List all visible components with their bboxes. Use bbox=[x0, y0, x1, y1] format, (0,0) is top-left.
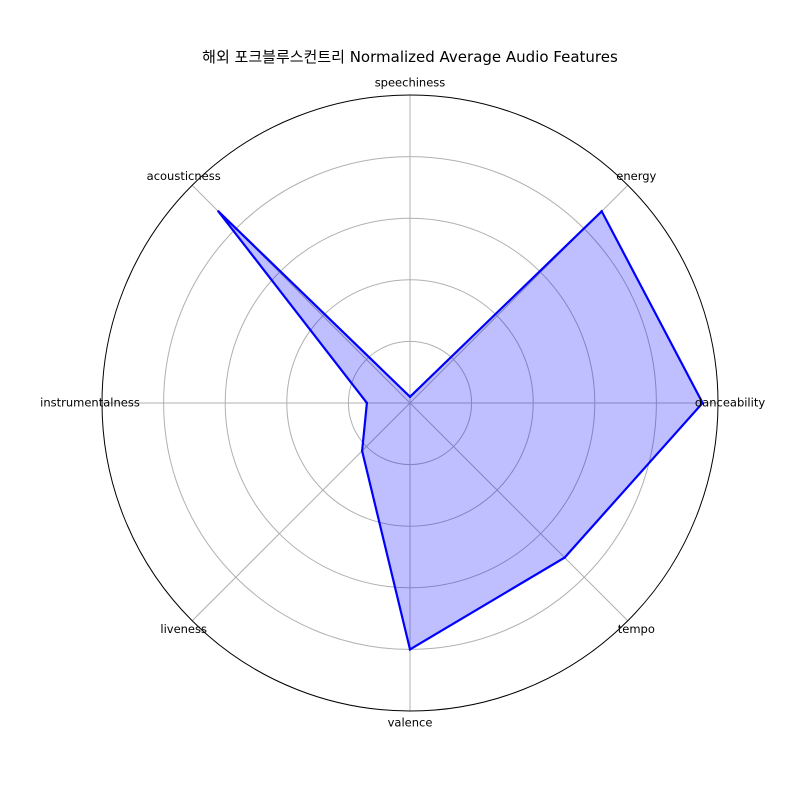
angular-gridlines bbox=[102, 95, 718, 711]
outer-frame bbox=[101, 94, 719, 712]
series-area bbox=[218, 211, 703, 650]
data-point-energy bbox=[600, 210, 603, 213]
category-labels: danceability energy speechiness acousticnes… bbox=[40, 76, 765, 730]
data-point-liveness bbox=[360, 449, 364, 453]
chart-title: 해외 포크블루스컨트리 Normalized Average Audio Fea… bbox=[202, 48, 618, 66]
data-point-instrumentalness bbox=[365, 401, 369, 405]
spoke-liveness bbox=[191, 402, 411, 622]
axis-label-energy: energy bbox=[616, 169, 656, 183]
data-point-danceability bbox=[701, 401, 704, 405]
series-layer bbox=[217, 209, 704, 652]
axis-label-acousticness: acousticness bbox=[147, 169, 221, 183]
axis-label-liveness: liveness bbox=[160, 622, 207, 636]
data-point-acousticness bbox=[217, 210, 220, 213]
data-point-valence bbox=[408, 648, 412, 651]
axis-label-speechiness: speechiness bbox=[375, 76, 446, 90]
axis-label-danceability: danceability bbox=[695, 396, 765, 410]
data-point-tempo bbox=[563, 556, 566, 559]
spoke-tempo bbox=[409, 402, 629, 622]
axis-label-valence: valence bbox=[388, 716, 433, 730]
axis-label-instrumentalness: instrumentalness bbox=[40, 396, 140, 410]
data-point-speechiness bbox=[408, 395, 412, 399]
axis-label-tempo: tempo bbox=[618, 622, 655, 636]
